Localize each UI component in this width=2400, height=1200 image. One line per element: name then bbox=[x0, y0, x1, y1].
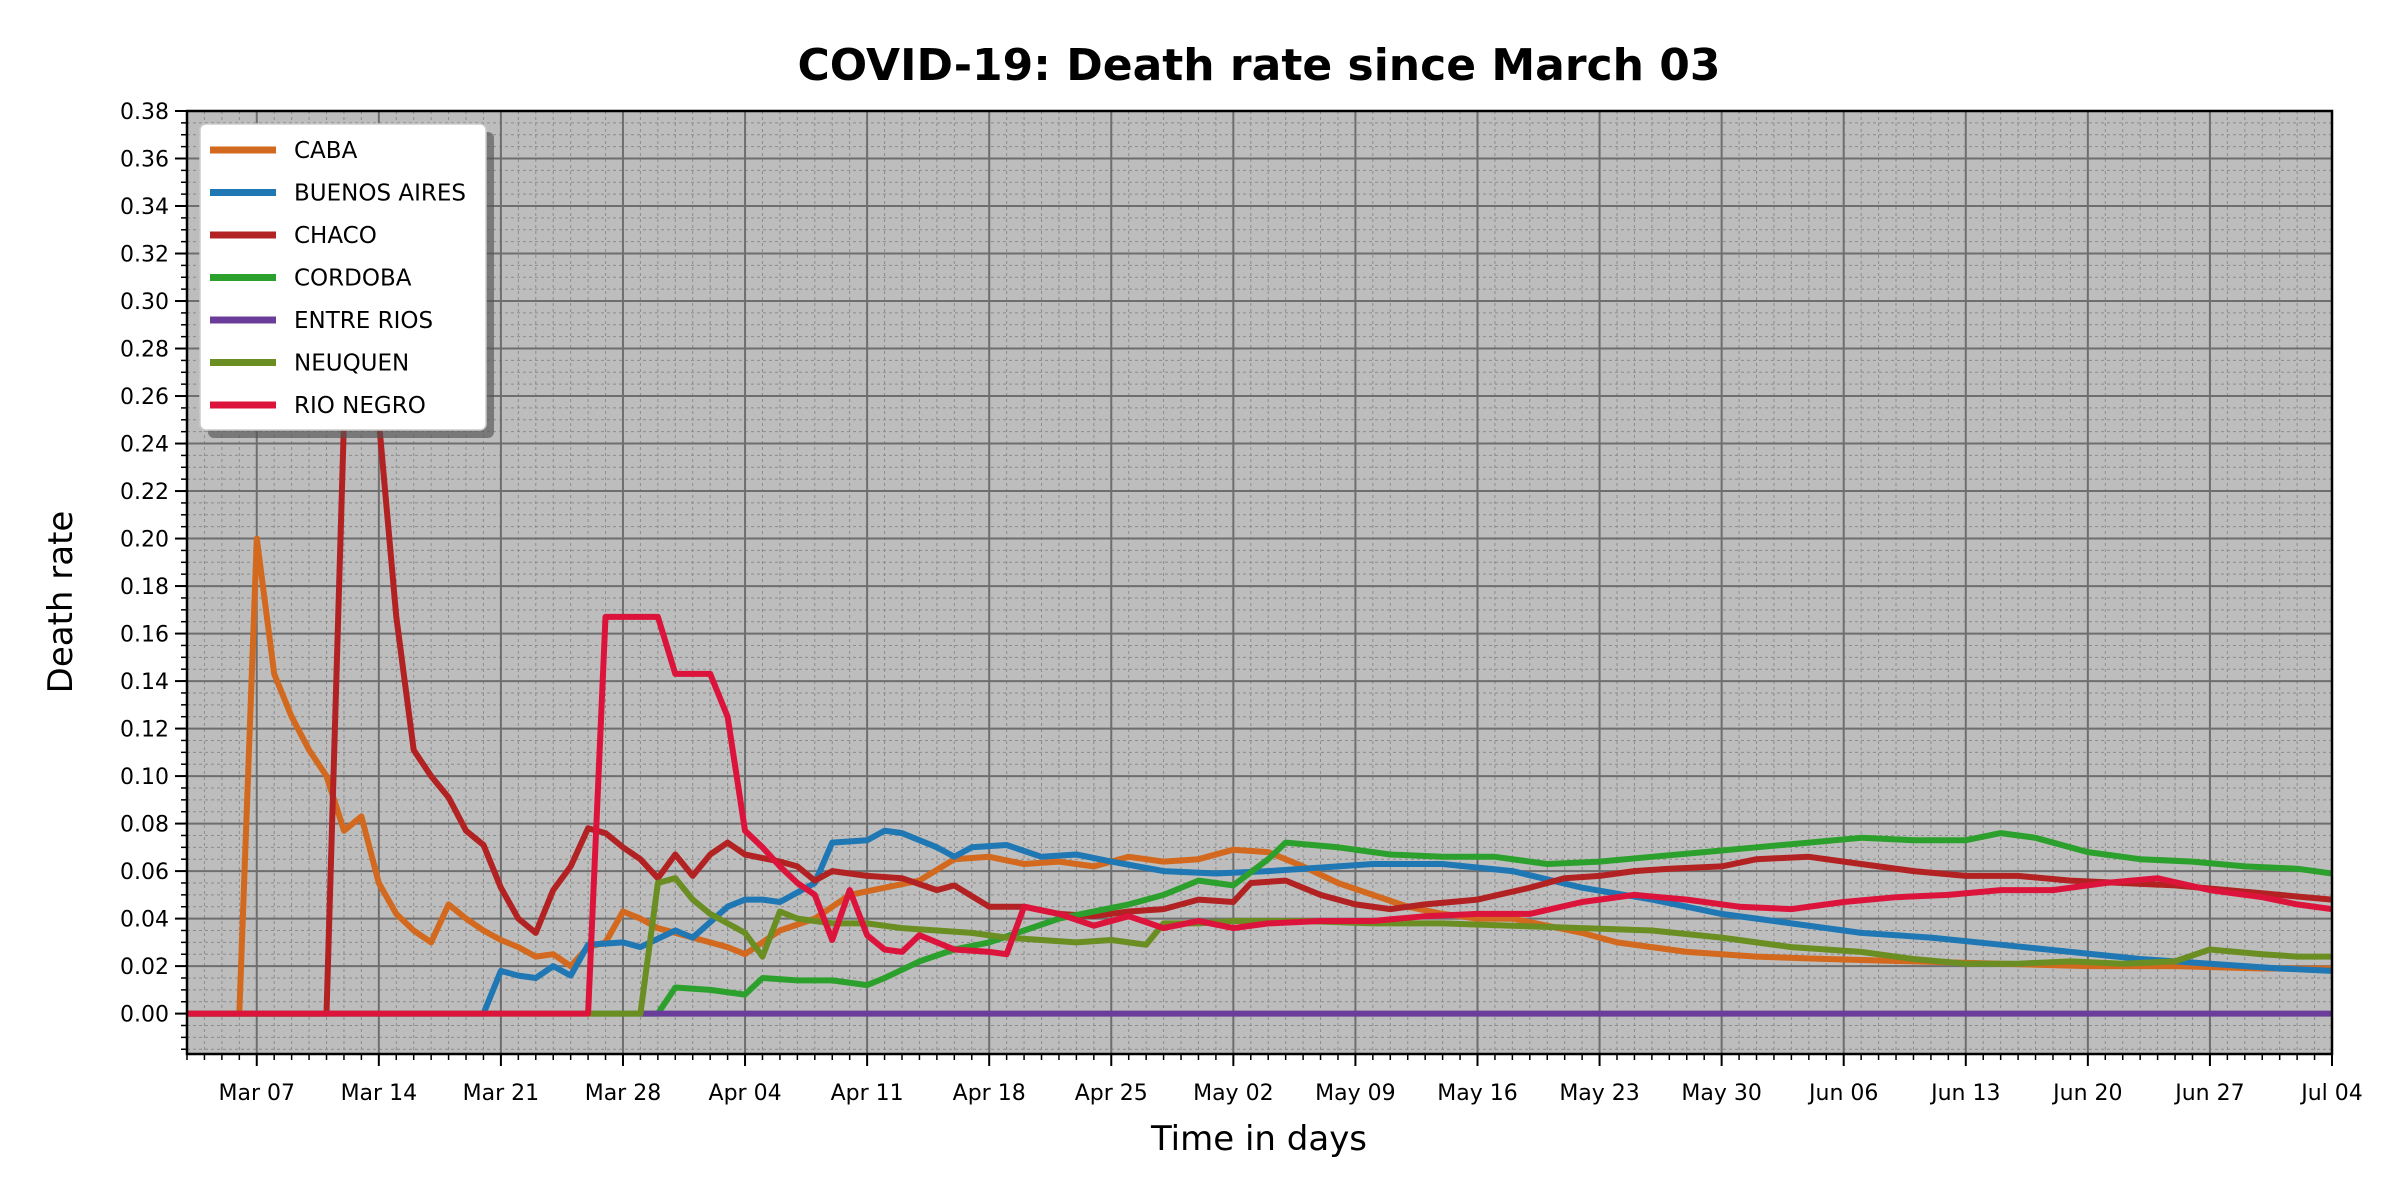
legend-label: NEUQUEN bbox=[294, 351, 409, 377]
y-tick-label: 0.32 bbox=[120, 243, 169, 268]
y-tick-label: 0.02 bbox=[120, 955, 169, 980]
y-tick-label: 0.30 bbox=[120, 290, 169, 315]
x-tick-label: Jun 20 bbox=[2051, 1081, 2122, 1106]
x-tick-label: May 09 bbox=[1315, 1081, 1395, 1106]
y-axis-label: Death rate bbox=[41, 511, 81, 694]
y-tick-label: 0.38 bbox=[120, 100, 169, 125]
x-tick-label: May 16 bbox=[1437, 1081, 1517, 1106]
x-tick-label: Mar 14 bbox=[341, 1081, 418, 1106]
x-tick-label: Apr 04 bbox=[709, 1081, 782, 1106]
x-tick-label: Apr 25 bbox=[1075, 1081, 1148, 1106]
x-tick-label: Jun 06 bbox=[1807, 1081, 1878, 1106]
series-line-caba bbox=[187, 535, 2332, 1017]
x-tick-label: Mar 28 bbox=[585, 1081, 662, 1106]
series-line-chaco bbox=[187, 345, 2332, 1017]
y-tick-label: 0.18 bbox=[120, 575, 169, 600]
legend-label: RIO NEGRO bbox=[294, 393, 426, 419]
y-tick-label: 0.06 bbox=[120, 860, 169, 885]
y-tick-label: 0.08 bbox=[120, 813, 169, 838]
x-tick-label: Jul 04 bbox=[2299, 1081, 2363, 1106]
y-tick-label: 0.10 bbox=[120, 765, 169, 790]
y-tick-label: 0.14 bbox=[120, 670, 169, 695]
chart-title: COVID-19: Death rate since March 03 bbox=[798, 40, 1721, 91]
x-tick-label: Apr 11 bbox=[831, 1081, 904, 1106]
legend-label: CORDOBA bbox=[294, 266, 412, 292]
x-tick-label: May 30 bbox=[1681, 1081, 1761, 1106]
y-tick-label: 0.22 bbox=[120, 480, 169, 505]
y-tick-label: 0.36 bbox=[120, 148, 169, 173]
series-line-cordoba bbox=[187, 830, 2332, 1017]
y-tick-label: 0.12 bbox=[120, 718, 169, 743]
legend-label: ENTRE RIOS bbox=[294, 308, 433, 334]
legend-label: CHACO bbox=[294, 223, 377, 249]
y-tick-label: 0.04 bbox=[120, 908, 169, 933]
x-tick-label: Apr 18 bbox=[953, 1081, 1026, 1106]
series-line-buenos-aires bbox=[187, 827, 2332, 1017]
y-tick-label: 0.16 bbox=[120, 623, 169, 648]
legend-label: BUENOS AIRES bbox=[294, 181, 466, 207]
series-line-rio-negro bbox=[187, 613, 2332, 1017]
legend-box bbox=[199, 123, 487, 431]
y-tick-label: 0.28 bbox=[120, 338, 169, 363]
series-layer bbox=[187, 345, 2332, 1017]
plot-frame bbox=[185, 109, 2334, 1056]
x-tick-label: Jun 27 bbox=[2173, 1081, 2244, 1106]
plot-area: Mar 07 Mar 14 Mar 21 Mar 28 Apr 04 Apr 11 Apr … bbox=[120, 100, 2363, 1106]
y-tick-label: 0.00 bbox=[120, 1003, 169, 1028]
y-tick-label: 0.24 bbox=[120, 433, 169, 458]
x-tick-label: May 23 bbox=[1559, 1081, 1639, 1106]
y-tick-label: 0.34 bbox=[120, 195, 169, 220]
legend-label: CABA bbox=[294, 138, 358, 164]
x-tick-label: May 02 bbox=[1193, 1081, 1273, 1106]
x-tick-label: Mar 21 bbox=[463, 1081, 540, 1106]
y-tick-label: 0.26 bbox=[120, 385, 169, 410]
y-tick-label: 0.20 bbox=[120, 528, 169, 553]
x-tick-label: Mar 07 bbox=[219, 1081, 296, 1106]
x-tick-label: Jun 13 bbox=[1929, 1081, 2000, 1106]
x-axis-label: Time in days bbox=[1150, 1119, 1367, 1159]
plot-background bbox=[187, 111, 2332, 1054]
legend: CABA BUENOS AIRES CHACO CORDOBA ENTRE RIOS NE… bbox=[199, 123, 494, 438]
